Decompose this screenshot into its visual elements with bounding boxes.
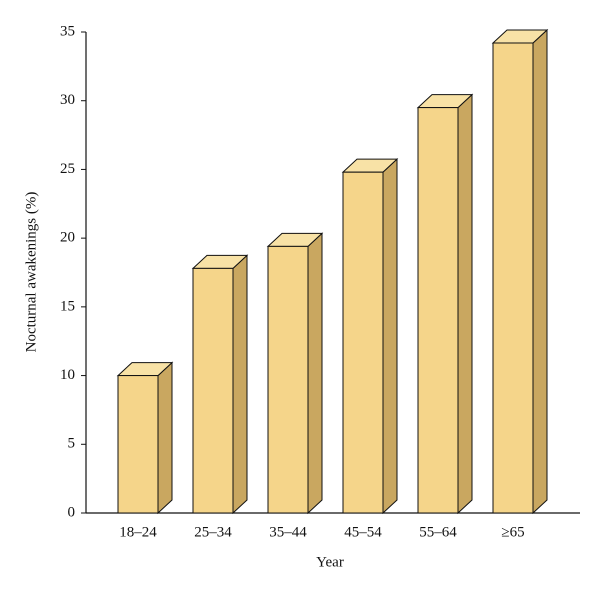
y-tick-label: 5 — [68, 436, 76, 452]
y-tick-label: 0 — [68, 504, 76, 520]
bar-side — [457, 93, 473, 515]
bar-side — [532, 28, 548, 515]
bar — [417, 107, 459, 514]
x-tick-label: 25–34 — [194, 524, 232, 540]
bar-side — [307, 232, 323, 515]
bar-side — [232, 254, 248, 515]
y-axis-label: Nocturnal awakenings (%) — [23, 192, 39, 353]
y-tick-label: 20 — [60, 230, 75, 246]
bar — [492, 42, 534, 514]
y-tick-label: 30 — [60, 92, 75, 108]
x-tick-label: ≥65 — [501, 524, 524, 540]
bar-side — [382, 158, 398, 515]
y-tick-label: 35 — [60, 23, 75, 39]
y-tick-label: 10 — [60, 367, 75, 383]
y-tick-label: 25 — [60, 161, 75, 177]
bar — [267, 245, 309, 514]
bar — [342, 171, 384, 514]
x-tick-label: 18–24 — [119, 524, 157, 540]
bar-side — [157, 361, 173, 515]
bar — [117, 375, 159, 514]
x-tick-label: 35–44 — [269, 524, 307, 540]
x-tick-label: 55–64 — [419, 524, 457, 540]
y-tick-label: 15 — [60, 298, 75, 314]
bar — [192, 267, 234, 514]
x-axis-label: Year — [316, 554, 344, 570]
x-tick-label: 45–54 — [344, 524, 382, 540]
